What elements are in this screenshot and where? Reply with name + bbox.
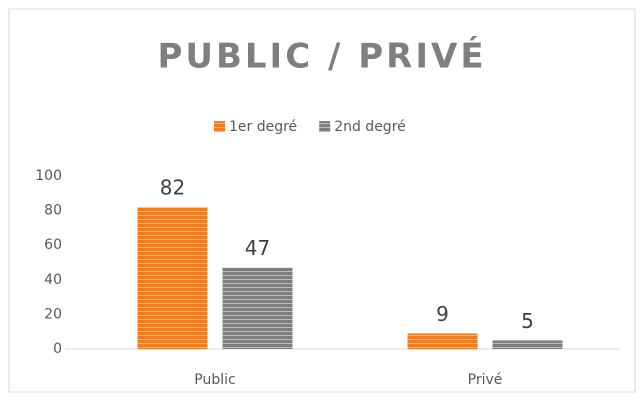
data-label: 47 <box>245 236 270 260</box>
legend-label: 1er degré <box>229 119 297 135</box>
y-tick-label: 100 <box>35 168 62 184</box>
y-tick-label: 20 <box>44 306 62 322</box>
y-tick-label: 0 <box>53 341 62 357</box>
bar <box>492 340 563 349</box>
bar <box>222 267 293 349</box>
chart-border <box>8 8 636 393</box>
legend-swatch <box>214 121 225 132</box>
bar <box>407 333 478 349</box>
y-tick-label: 40 <box>44 272 62 288</box>
x-tick-label: Privé <box>468 372 503 388</box>
bar <box>137 207 208 349</box>
legend-label: 2nd degré <box>334 119 406 135</box>
legend-swatch <box>319 121 331 132</box>
data-label: 9 <box>436 302 449 326</box>
y-tick-label: 80 <box>44 203 62 219</box>
x-tick-label: Public <box>194 372 235 388</box>
data-label: 5 <box>521 309 534 333</box>
y-tick-label: 60 <box>44 237 62 253</box>
data-label: 82 <box>160 176 185 200</box>
chart-title: PUBLIC / PRIVÉ <box>157 36 486 77</box>
